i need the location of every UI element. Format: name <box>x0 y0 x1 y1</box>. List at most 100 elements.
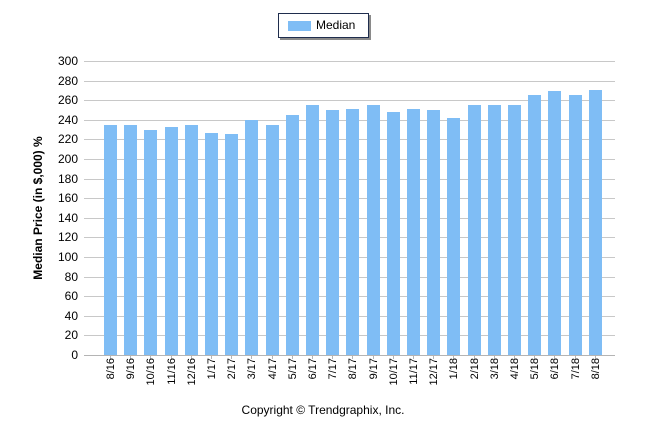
x-tick-label: 4/18 <box>509 358 521 380</box>
x-tick <box>352 355 354 359</box>
legend-swatch-median <box>288 21 311 31</box>
gridline <box>84 100 615 102</box>
y-axis-title: Median Price (in $,000) % <box>31 136 45 280</box>
x-tick <box>514 355 515 359</box>
chart-legend: Median <box>278 13 369 38</box>
bar-7-18 <box>568 95 582 355</box>
x-tick-label: 4/17 <box>266 358 279 380</box>
x-tick <box>150 355 152 359</box>
y-tick-label: 80 <box>64 269 78 284</box>
x-axis-line <box>84 355 615 356</box>
x-tick <box>291 355 293 359</box>
y-tick-label: 180 <box>57 171 78 186</box>
x-tick <box>574 355 576 359</box>
bar-4-17 <box>265 124 279 355</box>
bar-8-17 <box>346 109 360 355</box>
bar-3-18 <box>487 105 501 355</box>
x-tick <box>554 355 556 359</box>
x-tick <box>251 355 253 359</box>
gridline <box>84 61 615 62</box>
x-tick-label: 10/17 <box>387 358 400 386</box>
x-tick-label: 7/17 <box>327 358 340 380</box>
bar-2-17 <box>225 133 239 355</box>
x-tick <box>433 355 435 359</box>
x-tick <box>332 355 334 359</box>
x-tick <box>271 355 273 359</box>
bar-4-18 <box>508 105 521 355</box>
y-tick-label: 20 <box>64 328 78 343</box>
bar-6-18 <box>548 91 562 355</box>
x-tick-label: 8/17 <box>347 358 360 380</box>
x-tick-label: 10/16 <box>145 358 158 386</box>
y-tick-label: 280 <box>57 73 78 88</box>
x-tick <box>190 355 192 359</box>
x-tick-label: 3/18 <box>488 358 501 380</box>
bar-10-17 <box>386 111 400 355</box>
x-tick-label: 7/18 <box>569 358 582 380</box>
bar-12-17 <box>427 110 441 355</box>
x-tick-label: 8/16 <box>105 358 117 380</box>
bar-5-17 <box>285 114 299 355</box>
bar-11-17 <box>407 109 420 355</box>
x-tick-label: 9/16 <box>125 358 138 380</box>
x-tick-label: 1/17 <box>206 358 218 380</box>
x-tick <box>211 355 212 359</box>
y-tick-label: 100 <box>57 250 78 264</box>
y-tick-label: 260 <box>57 93 78 108</box>
x-tick-label: 5/17 <box>286 358 299 380</box>
y-tick-label: 60 <box>64 289 78 304</box>
x-tick-label: 12/17 <box>428 358 441 386</box>
bar-1-18 <box>447 117 461 355</box>
y-tick-label: 0 <box>71 348 78 362</box>
bar-1-17 <box>205 132 218 355</box>
y-tick-label: 140 <box>57 210 78 225</box>
x-tick-label: 3/17 <box>246 358 259 380</box>
y-tick-label: 40 <box>64 308 78 323</box>
x-tick <box>493 355 495 359</box>
x-tick <box>312 355 313 359</box>
bar-9-17 <box>366 105 380 355</box>
x-tick-label: 6/17 <box>307 358 319 380</box>
y-tick-label: 240 <box>57 112 78 127</box>
x-tick <box>534 355 536 359</box>
y-tick-label: 160 <box>57 191 78 206</box>
x-tick <box>110 355 111 359</box>
bar-12-16 <box>184 124 198 355</box>
plot-area: 0 20 40 60 80 100 120 140 160 180 200 220 240 260 280 3… <box>58 55 615 361</box>
y-tick-label: 120 <box>57 230 78 245</box>
x-tick-label: 11/17 <box>408 358 420 385</box>
x-tick <box>473 355 475 359</box>
x-tick-label: 5/18 <box>529 358 542 380</box>
bar-7-17 <box>326 110 340 355</box>
x-tick <box>372 355 374 359</box>
x-tick <box>413 355 414 359</box>
bar-9-16 <box>124 124 138 355</box>
x-tick <box>392 355 394 359</box>
bar-8-18 <box>588 90 602 355</box>
x-tick-label: 1/18 <box>448 358 461 380</box>
bar-6-17 <box>306 105 319 355</box>
y-tick-label: 220 <box>57 132 78 147</box>
x-tick-label: 9/17 <box>367 358 380 380</box>
bar-10-16 <box>144 129 158 355</box>
x-tick-label: 6/18 <box>549 358 562 380</box>
x-tick <box>130 355 132 359</box>
x-tick-label: 8/18 <box>589 358 602 380</box>
x-tick <box>453 355 455 359</box>
x-tick <box>170 355 172 359</box>
x-tick-label: 12/16 <box>185 358 198 386</box>
gridline <box>84 80 615 82</box>
y-tick-label: 200 <box>57 152 78 166</box>
y-tick-label: 300 <box>57 54 78 68</box>
x-tick-label: 2/18 <box>468 358 481 380</box>
legend-label-median: Median <box>316 18 356 32</box>
bar-2-18 <box>467 105 481 355</box>
x-tick-label: 11/16 <box>165 358 178 385</box>
bar-11-16 <box>164 126 178 355</box>
x-tick <box>231 355 233 359</box>
bar-3-17 <box>245 119 259 355</box>
x-tick <box>594 355 596 359</box>
copyright-text: Copyright © Trendgraphix, Inc. <box>241 403 405 417</box>
bar-5-18 <box>528 95 542 355</box>
x-tick-label: 2/17 <box>226 358 239 380</box>
